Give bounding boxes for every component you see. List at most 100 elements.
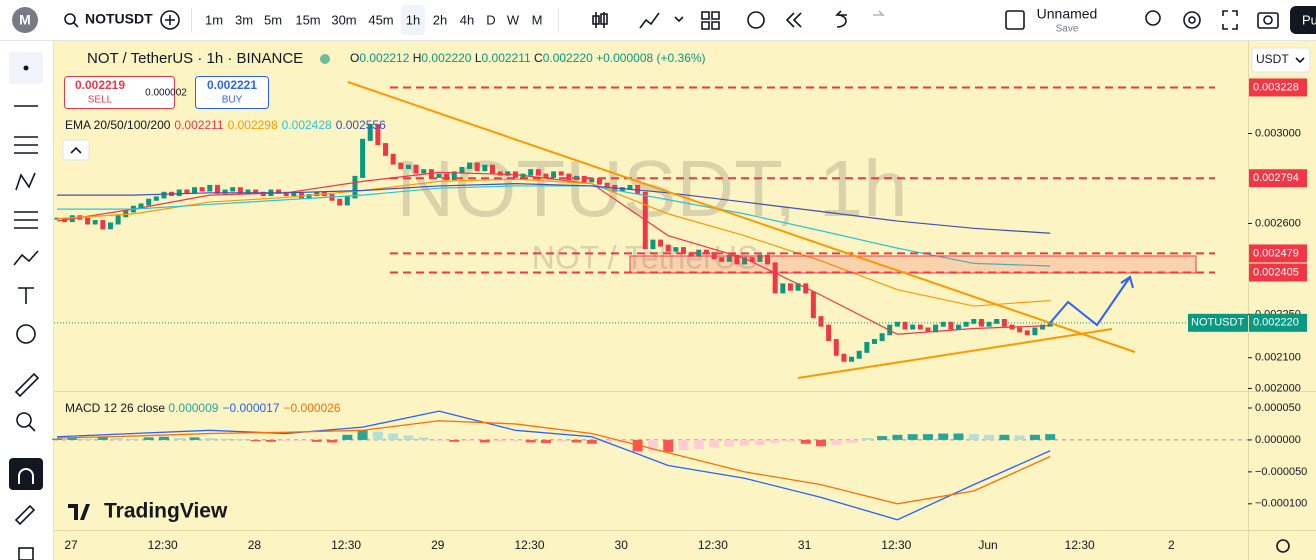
- last-price-bg: [1249, 313, 1307, 332]
- symbol[interactable]: NOTUSDT: [85, 11, 153, 27]
- histogram-bar: [663, 439, 674, 453]
- histogram-bar: [968, 434, 979, 440]
- last-price-name-bg: [1188, 313, 1248, 332]
- undo-icon[interactable]: [835, 10, 847, 28]
- candle: [184, 189, 190, 194]
- candle: [459, 166, 465, 174]
- candle: [467, 162, 473, 169]
- text-tool[interactable]: [18, 287, 34, 304]
- histogram-bar: [82, 438, 93, 440]
- zoom-tool[interactable]: [16, 412, 32, 428]
- y-tick-label: −0.000100: [1255, 498, 1307, 510]
- lock-tool[interactable]: [18, 547, 34, 560]
- ema-value: 0.002298: [228, 118, 278, 132]
- icon-tool[interactable]: [16, 324, 36, 344]
- publish-label: Pu: [1302, 12, 1316, 27]
- compare-button[interactable]: [160, 10, 180, 30]
- settings-icon[interactable]: [1183, 11, 1201, 29]
- candle: [963, 321, 969, 327]
- interval[interactable]: M: [532, 12, 543, 27]
- pattern-tool[interactable]: [15, 172, 36, 191]
- histogram-bar: [739, 439, 750, 446]
- indicators-icon[interactable]: [639, 12, 660, 29]
- candle: [383, 143, 389, 156]
- ohlc-value: 0.002220: [543, 51, 593, 65]
- candle: [283, 191, 289, 197]
- histogram-bar: [327, 439, 338, 443]
- change: +0.000008 (+0.36%): [596, 51, 705, 65]
- candle: [398, 162, 404, 169]
- candle: [818, 316, 824, 327]
- interval[interactable]: 3m: [235, 12, 253, 27]
- interval[interactable]: D: [486, 12, 495, 27]
- sell-button[interactable]: [64, 76, 175, 109]
- interval[interactable]: W: [507, 12, 520, 27]
- candle: [1040, 324, 1046, 330]
- collapse-legend[interactable]: [62, 139, 90, 161]
- ohlc-key: H: [413, 51, 422, 65]
- draw-mode-tool[interactable]: [14, 504, 36, 526]
- candle: [619, 187, 625, 192]
- x-tick-label: 30: [615, 538, 629, 552]
- candle: [489, 164, 495, 174]
- x-tick-label: 27: [64, 538, 78, 552]
- zone-rectangle[interactable]: [629, 255, 1197, 274]
- quick-search-icon[interactable]: [1145, 10, 1161, 26]
- candle: [635, 184, 641, 194]
- brush-tool[interactable]: [13, 250, 39, 266]
- settings-icon: [1188, 16, 1196, 24]
- alert-icon[interactable]: [747, 11, 765, 29]
- projection-arrow[interactable]: [1049, 275, 1134, 327]
- layout-checkbox[interactable]: [1005, 10, 1025, 30]
- snapshot-icon[interactable]: [1257, 12, 1279, 29]
- candle: [986, 321, 992, 327]
- interval[interactable]: 45m: [368, 12, 393, 27]
- interval[interactable]: 1m: [205, 12, 223, 27]
- histogram-bar: [479, 439, 490, 443]
- interval[interactable]: 2h: [433, 12, 447, 27]
- interval[interactable]: 1h: [406, 12, 420, 27]
- interval[interactable]: 15m: [295, 12, 320, 27]
- magnet-tool[interactable]: [9, 458, 43, 490]
- avatar[interactable]: [12, 7, 38, 33]
- candle: [138, 203, 144, 208]
- candle: [474, 162, 480, 172]
- fib-tool[interactable]: [14, 136, 38, 154]
- search-icon[interactable]: [64, 13, 76, 25]
- ema-value: 0.002428: [282, 118, 332, 132]
- candle: [1017, 327, 1023, 333]
- interval[interactable]: 4h: [460, 12, 474, 27]
- histogram-bar: [220, 438, 231, 440]
- buy-button[interactable]: [195, 76, 269, 109]
- level-label: 0.003228: [1253, 81, 1299, 93]
- dropdown[interactable]: [674, 16, 684, 23]
- histogram-bar: [357, 430, 368, 440]
- histogram-bar: [158, 436, 169, 440]
- save-label[interactable]: Save: [1056, 24, 1079, 35]
- snapshot-icon: [1263, 15, 1273, 25]
- interval[interactable]: 5m: [264, 12, 282, 27]
- support-trendline[interactable]: [797, 328, 1113, 379]
- replay-icon[interactable]: [785, 12, 802, 28]
- candle: [230, 187, 236, 192]
- layout-name[interactable]: Unnamed: [1037, 6, 1098, 22]
- ruler-tool[interactable]: [14, 372, 40, 398]
- publish-button[interactable]: [1290, 6, 1316, 34]
- level-label: 0.002794: [1253, 172, 1299, 184]
- layouts-icon[interactable]: [701, 11, 720, 30]
- axis-settings[interactable]: [1276, 539, 1290, 553]
- candle: [1047, 321, 1053, 327]
- candle: [115, 215, 121, 225]
- level-label-bg: [1249, 263, 1307, 282]
- bar-style-icon[interactable]: [592, 12, 608, 28]
- fullscreen-icon[interactable]: [1222, 10, 1238, 30]
- projection-tool[interactable]: [14, 211, 38, 229]
- x-tick-label: 2: [1168, 538, 1175, 552]
- histogram-bar: [861, 438, 872, 440]
- interval[interactable]: 30m: [331, 12, 356, 27]
- macd-line: [56, 420, 1051, 505]
- currency-select[interactable]: [1251, 47, 1311, 73]
- candle: [826, 324, 832, 342]
- resistance-trendline[interactable]: [347, 81, 1136, 353]
